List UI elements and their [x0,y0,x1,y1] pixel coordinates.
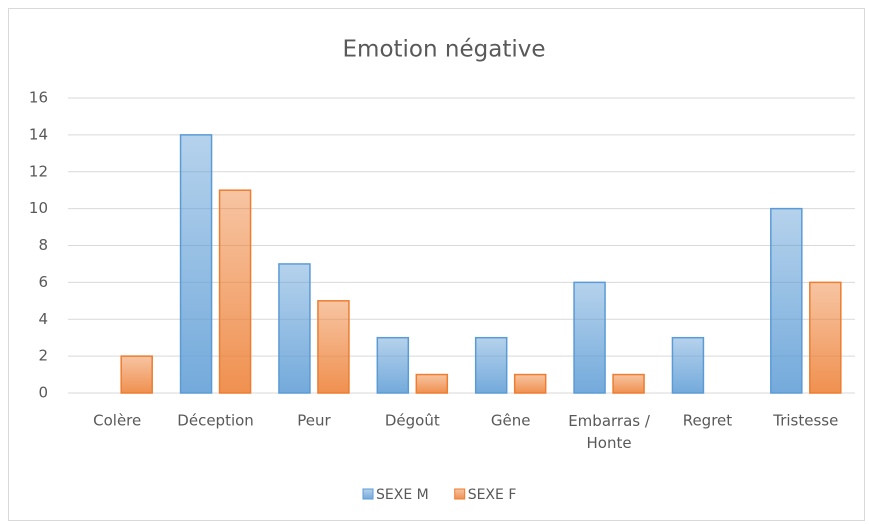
bar [809,281,842,394]
bar [179,134,213,394]
legend-swatch [454,488,466,500]
y-tick-label: 2 [38,347,48,365]
bar [612,373,645,394]
y-tick-label: 14 [29,125,48,143]
bar [513,373,547,394]
bar [376,336,410,394]
bar [120,355,153,394]
legend-label: SEXE M [376,487,429,503]
y-tick-label: 12 [29,162,48,180]
bar [770,207,803,394]
label-line: Embarras / [568,412,651,430]
x-tick-label: Gêne [491,412,531,430]
chart-frame [8,8,865,521]
bar [415,373,449,394]
x-tick-label: Tristesse [772,412,838,430]
chart-title: Emotion négative [343,37,546,63]
y-tick-label: 4 [38,310,48,328]
y-tick-label: 8 [38,236,48,254]
x-tick-label: Colère [93,412,141,430]
x-tick-label: Embarras / Honte [568,412,651,452]
x-tick-label: Regret [683,412,733,430]
y-tick-label: 6 [38,273,48,291]
bar [317,300,350,394]
bar [218,189,252,394]
x-tick-label: Déception [177,412,254,430]
y-tick-label: 0 [38,384,48,402]
bar [474,336,508,394]
legend-label: SEXE F [468,487,517,503]
bar [671,336,705,394]
x-tick-label: Peur [297,412,331,430]
x-tick-label: Dégoût [385,412,440,430]
bar [573,281,606,394]
bar [278,263,311,394]
legend: SEXE M SEXE F [362,487,517,503]
label-line: Honte [587,434,632,452]
legend-swatch [362,488,374,500]
y-tick-label: 16 [29,89,48,107]
y-tick-label: 10 [29,199,48,217]
